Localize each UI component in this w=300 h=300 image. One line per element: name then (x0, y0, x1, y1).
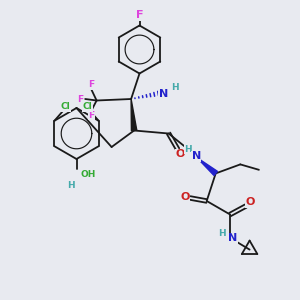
Text: H: H (218, 229, 226, 238)
Text: N: N (192, 151, 201, 161)
Text: Cl: Cl (82, 103, 92, 112)
Text: N: N (228, 233, 237, 244)
Text: F: F (88, 80, 94, 89)
Text: O: O (180, 191, 190, 202)
Text: N: N (159, 88, 168, 99)
Text: O: O (245, 197, 255, 208)
Text: Cl: Cl (61, 103, 71, 112)
Text: F: F (136, 10, 143, 20)
Polygon shape (131, 99, 137, 131)
Text: H: H (171, 82, 178, 91)
Text: OH: OH (80, 170, 95, 179)
Text: H: H (67, 182, 75, 190)
Text: F: F (77, 94, 83, 103)
Text: O: O (175, 149, 185, 160)
Text: F: F (88, 111, 94, 120)
Polygon shape (197, 158, 218, 175)
Text: H: H (184, 145, 192, 154)
